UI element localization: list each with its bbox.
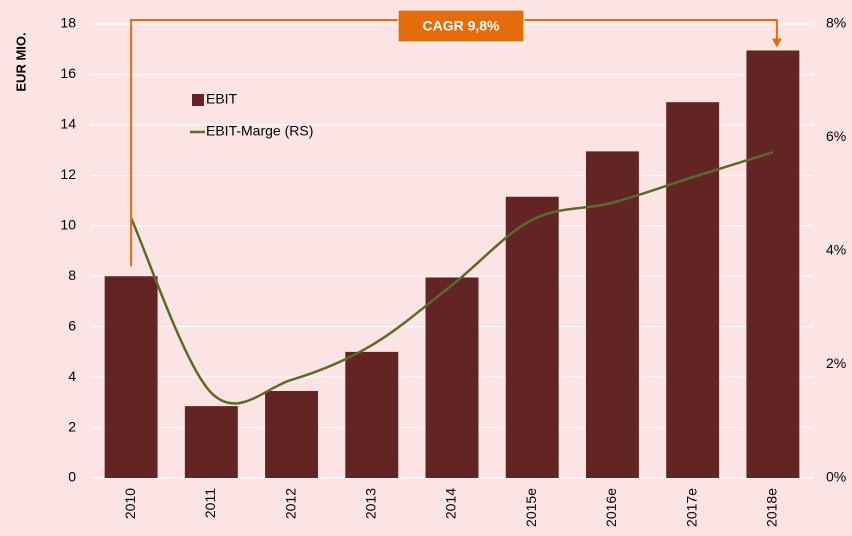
y-tick-label: 14 xyxy=(60,116,76,132)
x-tick-label: 2014 xyxy=(443,488,459,519)
legend-label: EBIT-Marge (RS) xyxy=(206,123,313,139)
y-tick-label: 18 xyxy=(60,15,76,31)
x-tick-label: 2012 xyxy=(282,488,298,519)
y-tick-label: 8 xyxy=(68,267,76,283)
line xyxy=(129,151,774,405)
annotation: CAGR 9,8% xyxy=(422,18,500,34)
bar xyxy=(425,277,479,478)
x-tick-label: 2018e xyxy=(764,488,780,527)
legend-swatch xyxy=(192,94,204,106)
bar xyxy=(505,196,559,478)
y-tick-label: 4 xyxy=(68,368,76,384)
bar xyxy=(746,50,800,478)
y-axis-title: EUR MIO. xyxy=(13,32,28,91)
legend-label: EBIT xyxy=(206,91,238,107)
x-tick-label: 2017e xyxy=(683,488,699,527)
y2-tick-label: 4% xyxy=(826,242,846,258)
bar xyxy=(345,351,399,478)
y-tick-label: 12 xyxy=(60,166,76,182)
bar xyxy=(265,390,319,478)
annotation-box xyxy=(397,9,525,43)
y2-tick-label: 6% xyxy=(826,128,846,144)
y-tick-label: 0 xyxy=(68,469,76,485)
x-tick-label: 2011 xyxy=(202,488,218,518)
y-tick-label: 10 xyxy=(60,216,76,232)
x-tick-label: 2010 xyxy=(122,488,138,519)
x-tick-label: 2013 xyxy=(362,488,378,519)
arrow-head xyxy=(771,38,782,48)
y2-tick-label: 0% xyxy=(826,469,846,485)
bar xyxy=(666,102,720,478)
y2-tick-label: 2% xyxy=(826,355,846,371)
y-tick-label: 6 xyxy=(68,317,76,333)
bar xyxy=(184,406,238,478)
bar xyxy=(104,276,158,478)
x-tick-label: 2015e xyxy=(523,488,539,527)
y-tick-label: 2 xyxy=(68,418,76,434)
x-tick-label: 2016e xyxy=(603,488,619,527)
bar xyxy=(585,151,639,478)
y2-tick-label: 8% xyxy=(826,15,846,31)
bracket xyxy=(130,19,778,267)
y-tick-label: 16 xyxy=(60,65,76,81)
